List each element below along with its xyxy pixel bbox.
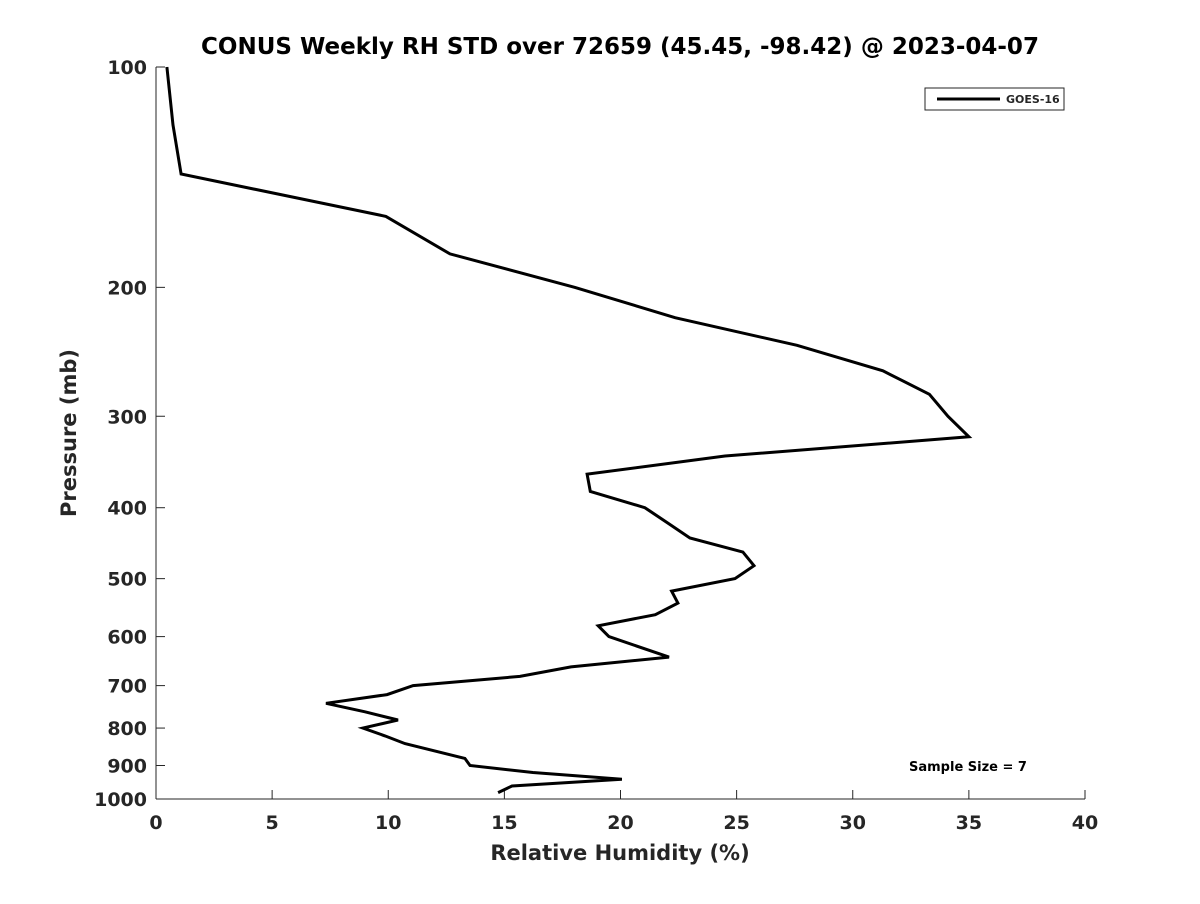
y-tick-label: 500 bbox=[107, 569, 147, 591]
y-tick-label: 400 bbox=[107, 498, 147, 520]
x-tick-label: 25 bbox=[723, 812, 749, 834]
y-tick-label: 900 bbox=[107, 756, 147, 778]
x-tick-label: 5 bbox=[266, 812, 279, 834]
chart-title: CONUS Weekly RH STD over 72659 (45.45, -… bbox=[201, 34, 1039, 60]
legend: GOES-16 bbox=[924, 87, 1065, 111]
y-tick-label: 1000 bbox=[94, 789, 147, 811]
y-tick-label: 200 bbox=[107, 277, 147, 299]
x-axis-label: Relative Humidity (%) bbox=[490, 841, 749, 865]
y-tick-label: 100 bbox=[107, 57, 147, 79]
x-tick-label: 30 bbox=[840, 812, 866, 834]
x-tick-label: 15 bbox=[491, 812, 517, 834]
x-tick-label: 0 bbox=[149, 812, 162, 834]
y-tick-label: 700 bbox=[107, 676, 147, 698]
y-axis-label: Pressure (mb) bbox=[57, 349, 81, 517]
x-tick-label: 40 bbox=[1072, 812, 1098, 834]
y-tick-label: 800 bbox=[107, 718, 147, 740]
x-tick-label: 10 bbox=[375, 812, 401, 834]
sample-size-annotation: Sample Size = 7 bbox=[909, 760, 1027, 775]
y-tick-label: 300 bbox=[107, 406, 147, 428]
legend-label-goes-16: GOES-16 bbox=[1006, 93, 1060, 106]
series-line-goes-16 bbox=[165, 66, 973, 794]
x-tick-label: 20 bbox=[607, 812, 633, 834]
y-tick-label: 600 bbox=[107, 627, 147, 649]
x-tick-label: 35 bbox=[956, 812, 982, 834]
axes: 0 5 10 15 20 25 30 35 40 100 200 300 400 500 600 700 800… bbox=[94, 57, 1098, 834]
